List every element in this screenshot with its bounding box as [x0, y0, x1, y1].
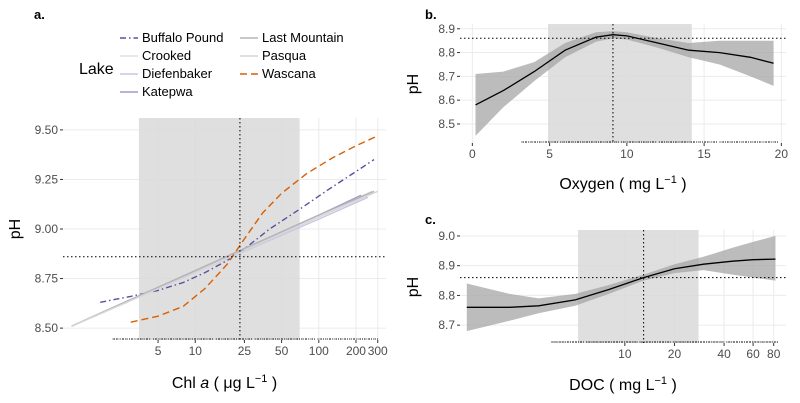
x-tick-label: 50: [275, 344, 289, 358]
y-tick-label: 9.25: [35, 172, 59, 186]
y-tick-label: 8.8: [438, 46, 455, 60]
series-line-fit: [475, 34, 774, 106]
x-axis-title-part: ): [677, 176, 687, 193]
x-axis-title-part: ): [267, 375, 277, 392]
series-line-last-mountain: [71, 190, 375, 327]
x-tick-label: 10: [618, 347, 632, 361]
rug-marks: [521, 141, 778, 143]
series-line-pasqua: [71, 190, 378, 327]
y-tick-label: 8.7: [438, 318, 455, 332]
x-axis-title: DOC ( mg L−1 ): [569, 375, 677, 394]
chart-panel-c: 8.7 8.8 8.9 9.0 10 20 40 60 80 pH DOC ( mg L−1 ): [405, 229, 786, 394]
y-tick-label: 8.7: [438, 69, 455, 83]
x-tick-label: 20: [668, 347, 682, 361]
legend-label: Wascana: [262, 66, 316, 81]
rug: [551, 341, 778, 343]
legend-label: Crooked: [142, 48, 191, 63]
y-tick-label: 8.5: [438, 117, 455, 131]
legend-item: Wascana: [240, 66, 316, 81]
confidence-ribbon: [475, 31, 774, 136]
legend-item: Crooked: [120, 48, 191, 63]
legend-item: Buffalo Pound: [120, 30, 223, 45]
x-axis-title-part: −1: [255, 373, 268, 385]
x-tick-label: 40: [717, 347, 731, 361]
x-axis-title: Oxygen ( mg L−1 ): [559, 174, 686, 193]
y-tick-label: 8.6: [438, 93, 455, 107]
x-axis-title: Chl a ( μg L−1 ): [172, 373, 277, 392]
y-tick-label: 8.75: [35, 272, 59, 286]
y-tick-label: 8.9: [438, 259, 455, 273]
panel-label-b: b.: [425, 7, 437, 22]
panel-label-c: c.: [425, 212, 436, 227]
legend-items: Buffalo Pound Crooked Diefenbaker Katepwa La…: [120, 30, 344, 99]
legend-item: Diefenbaker: [120, 66, 213, 81]
x-tick-label: 0: [469, 147, 476, 161]
legend-title: Lake: [79, 61, 114, 78]
x-axis-title-part: ): [667, 377, 677, 394]
x-tick-label: 10: [189, 344, 203, 358]
series-group: [475, 31, 774, 136]
legend-label: Katepwa: [142, 84, 193, 99]
legend-label: Buffalo Pound: [142, 30, 223, 45]
x-tick-label: 5: [546, 147, 553, 161]
shaded-range: [578, 230, 699, 343]
x-axis-title-part: ( μg L: [209, 375, 255, 392]
x-axis-title-part: DOC ( mg L: [569, 377, 654, 394]
y-tick-label: 8.9: [438, 22, 455, 36]
chart-panel-a: 8.50 8.75 9.00 9.25 9.50 5 10 25 50 100 200 300 pH Ch…: [7, 118, 388, 392]
legend-label: Diefenbaker: [142, 66, 213, 81]
y-tick-label: 9.50: [35, 123, 59, 137]
legend-label: Last Mountain: [262, 30, 344, 45]
chart-panel-b: 8.5 8.6 8.7 8.8 8.9 0 5 10 15 20 pH Oxygen ( mg L−1…: [405, 22, 788, 193]
x-axis-title-part: a: [200, 375, 209, 392]
panel-label-a: a.: [34, 7, 45, 22]
y-tick-label: 8.50: [35, 321, 59, 335]
y-tick-label: 8.8: [438, 288, 455, 302]
x-tick-label: 10: [620, 147, 634, 161]
x-tick-label: 20: [775, 147, 789, 161]
series-group: [466, 235, 776, 332]
x-tick-label: 100: [309, 344, 329, 358]
legend-item: Last Mountain: [240, 30, 344, 45]
x-tick-label: 200: [346, 344, 366, 358]
y-tick-label: 9.00: [35, 222, 59, 236]
series-line-wascana: [130, 135, 378, 323]
x-tick-label: 25: [238, 344, 252, 358]
x-tick-label: 300: [368, 344, 388, 358]
x-tick-label: 60: [746, 347, 760, 361]
x-axis-title-part: Chl: [172, 375, 200, 392]
x-axis-title-part: −1: [664, 174, 677, 186]
legend: Lake Buffalo Pound Crooked Diefenbaker Kate…: [79, 30, 344, 99]
x-axis-title-part: −1: [655, 375, 668, 387]
y-axis-title: pH: [405, 74, 422, 94]
rug: [521, 141, 778, 143]
legend-item: Katepwa: [120, 84, 193, 99]
y-axis-title: pH: [7, 219, 24, 239]
x-tick-label: 80: [767, 347, 781, 361]
x-axis-title-part: Oxygen ( mg L: [559, 176, 664, 193]
series-group: [71, 135, 378, 327]
x-tick-label: 15: [697, 147, 711, 161]
confidence-ribbon: [466, 235, 776, 332]
x-tick-label: 5: [155, 344, 162, 358]
series-line-fit: [466, 258, 776, 308]
rug-marks: [551, 341, 778, 343]
y-axis-title: pH: [405, 277, 422, 297]
y-tick-label: 9.0: [438, 229, 455, 243]
legend-label: Pasqua: [262, 48, 307, 63]
legend-item: Pasqua: [240, 48, 307, 63]
shaded-range: [138, 118, 300, 340]
